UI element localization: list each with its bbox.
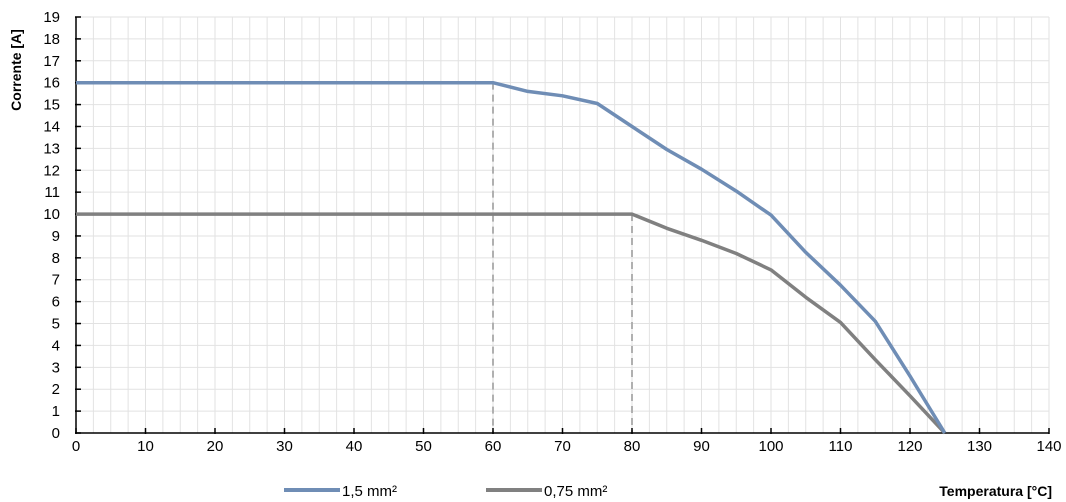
x-tick-label: 130	[967, 438, 992, 455]
y-tick-label: 2	[52, 381, 60, 398]
legend-label-2: 0,75 mm²	[544, 483, 607, 500]
y-tick-label: 8	[52, 250, 60, 267]
grid-lines	[75, 16, 1050, 434]
y-tick-label: 4	[52, 337, 60, 354]
y-tick-label: 3	[52, 359, 60, 376]
x-tick-label: 20	[207, 438, 224, 455]
series-group	[76, 80, 947, 435]
x-tick-label: 70	[554, 438, 571, 455]
x-tick-label: 40	[346, 438, 363, 455]
x-tick-label: 100	[758, 438, 783, 455]
y-tick-label: 16	[43, 75, 60, 92]
legend-label-1: 1,5 mm²	[342, 483, 397, 500]
y-tick-label: 12	[43, 162, 60, 179]
y-tick-label: 17	[43, 53, 60, 70]
y-tick-label: 1	[52, 403, 60, 420]
x-tick-label: 80	[624, 438, 641, 455]
x-tick-label: 30	[276, 438, 293, 455]
tick-labels: 0 10 20 30 40 50 60 70 80 90 100 110 120 130 140012345…	[43, 9, 1061, 455]
y-tick-label: 19	[43, 9, 60, 26]
x-tick-label: 50	[415, 438, 432, 455]
x-tick-label: 0	[72, 438, 80, 455]
y-tick-label: 5	[52, 316, 60, 333]
x-tick-label: 140	[1036, 438, 1061, 455]
y-tick-label: 7	[52, 272, 60, 289]
series-line	[76, 212, 947, 435]
x-tick-label: 90	[693, 438, 710, 455]
x-tick-label: 110	[829, 438, 853, 455]
reference-lines	[492, 82, 633, 433]
y-tick-label: 0	[52, 425, 60, 442]
y-tick-label: 9	[52, 228, 60, 245]
series-line	[76, 80, 947, 434]
x-tick-label: 120	[897, 438, 922, 455]
x-tick-label: 60	[485, 438, 502, 455]
y-tick-label: 15	[43, 97, 60, 114]
y-tick-label: 14	[43, 118, 60, 135]
x-axis-title: Temperatura [°C]	[939, 483, 1052, 499]
y-tick-label: 6	[52, 294, 60, 311]
y-tick-label: 13	[43, 140, 60, 157]
y-axis-title: Corrente [A]	[8, 29, 24, 111]
axes	[75, 16, 1050, 434]
x-tick-label: 10	[137, 438, 154, 455]
y-tick-label: 18	[43, 31, 60, 48]
legend: 1,5 mm² 0,75 mm²	[284, 483, 607, 500]
y-tick-label: 11	[44, 184, 60, 201]
y-tick-label: 10	[43, 206, 60, 223]
